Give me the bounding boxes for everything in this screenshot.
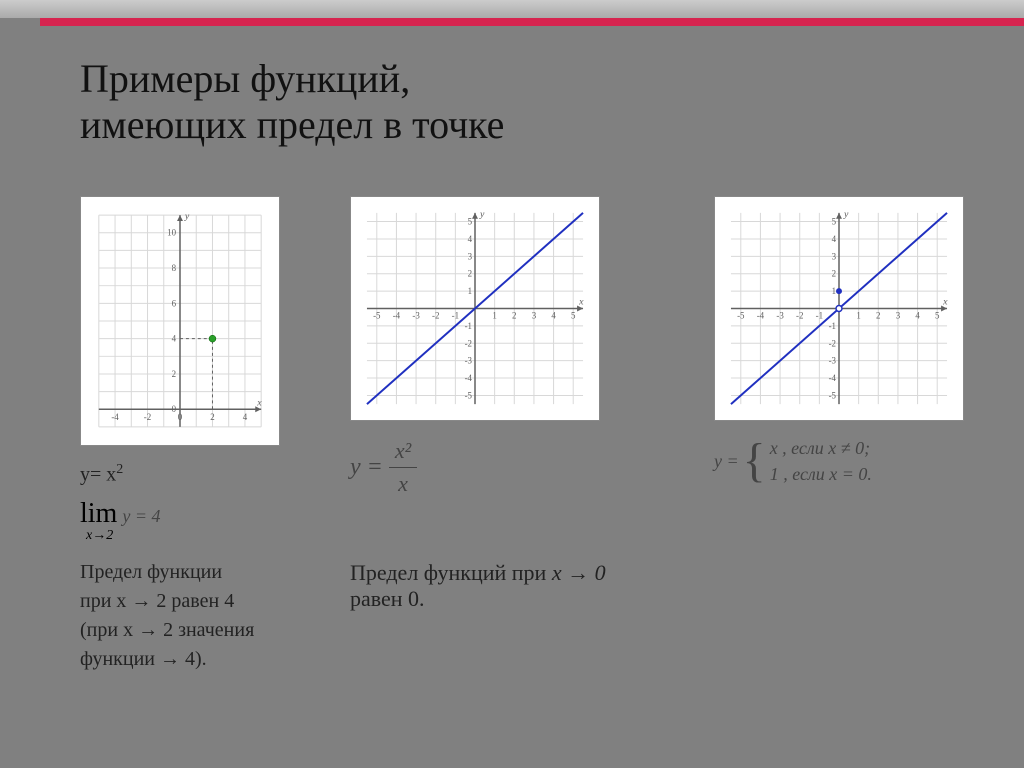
svg-text:3: 3 [532, 310, 537, 320]
svg-text:y: y [843, 209, 849, 220]
svg-text:-1: -1 [829, 321, 836, 331]
accent-bar [40, 18, 1024, 26]
svg-text:-5: -5 [373, 310, 381, 320]
svg-text:3: 3 [896, 310, 901, 320]
svg-text:-2: -2 [829, 338, 836, 348]
svg-text:-4: -4 [111, 412, 119, 422]
svg-text:5: 5 [468, 217, 473, 227]
title-line1: Примеры функций, [80, 56, 410, 101]
svg-text:-2: -2 [144, 412, 151, 422]
svg-text:-1: -1 [452, 310, 459, 320]
graph-line-2: -5-5-4-4-3-3-2-2-1-11122334455xy [714, 196, 964, 421]
svg-text:-2: -2 [465, 338, 472, 348]
fx-label-1: y= x2 [80, 460, 123, 490]
svg-text:4: 4 [243, 412, 248, 422]
svg-text:1: 1 [492, 310, 496, 320]
svg-text:4: 4 [172, 334, 177, 344]
svg-text:-2: -2 [432, 310, 439, 320]
svg-text:-4: -4 [465, 373, 473, 383]
graph-parabola: -4 -2 0 2 4 0 2 4 6 8 10 x y [80, 196, 280, 446]
svg-text:2: 2 [468, 269, 472, 279]
svg-text:4: 4 [468, 234, 473, 244]
svg-text:4: 4 [551, 310, 556, 320]
fraction: x² x [389, 435, 417, 500]
svg-text:-3: -3 [829, 356, 837, 366]
svg-text:-1: -1 [816, 310, 823, 320]
brace-icon: { [743, 441, 766, 481]
fx-label-3: y = { x , если x ≠ 0; 1 , если x = 0. [714, 435, 872, 487]
svg-text:-4: -4 [829, 373, 837, 383]
page-title: Примеры функций, имеющих предел в точке [80, 56, 964, 148]
svg-text:4: 4 [915, 310, 920, 320]
svg-text:-3: -3 [776, 310, 784, 320]
col-3: -5-5-4-4-3-3-2-2-1-11122334455xy y = { x… [714, 196, 964, 487]
svg-text:-5: -5 [737, 310, 745, 320]
svg-text:2: 2 [210, 412, 214, 422]
window-topbar [0, 0, 1024, 18]
svg-text:2: 2 [876, 310, 880, 320]
svg-text:-3: -3 [412, 310, 420, 320]
svg-text:-4: -4 [757, 310, 765, 320]
svg-text:1: 1 [832, 286, 836, 296]
svg-text:y: y [184, 211, 190, 222]
svg-text:1: 1 [856, 310, 860, 320]
svg-text:6: 6 [172, 298, 177, 308]
svg-text:5: 5 [571, 310, 576, 320]
svg-text:-3: -3 [465, 356, 473, 366]
slide: Примеры функций, имеющих предел в точке … [0, 26, 1024, 694]
col-2: -5-5-4-4-3-3-2-2-1-11122334455xy y = x² … [350, 196, 644, 612]
svg-text:y: y [479, 209, 485, 220]
svg-text:3: 3 [832, 251, 837, 261]
svg-text:x: x [256, 397, 262, 408]
svg-text:1: 1 [468, 286, 472, 296]
limit-expression: lim y = 4 x→2 [80, 498, 160, 544]
svg-text:-1: -1 [465, 321, 472, 331]
title-line2: имеющих предел в точке [80, 102, 504, 147]
svg-text:x: x [578, 297, 584, 308]
piecewise-rows: x , если x ≠ 0; 1 , если x = 0. [770, 435, 872, 487]
fx-label-2: y = x² x [350, 435, 417, 500]
svg-text:10: 10 [167, 228, 176, 238]
svg-text:2: 2 [512, 310, 516, 320]
svg-text:x: x [942, 297, 948, 308]
graph-line-1: -5-5-4-4-3-3-2-2-1-11122334455xy [350, 196, 600, 421]
svg-text:-5: -5 [465, 390, 473, 400]
svg-text:-5: -5 [829, 390, 837, 400]
svg-text:8: 8 [172, 263, 177, 273]
svg-text:2: 2 [172, 369, 176, 379]
svg-text:3: 3 [468, 251, 473, 261]
bottom-note: Предел функций при x → 0 равен 0. [350, 560, 644, 612]
svg-text:0: 0 [172, 404, 177, 414]
content-row: -4 -2 0 2 4 0 2 4 6 8 10 x y y= x2 lim y = 4 x→2 Пре… [80, 196, 964, 674]
svg-text:0: 0 [178, 412, 183, 422]
svg-text:2: 2 [832, 269, 836, 279]
svg-text:4: 4 [832, 234, 837, 244]
col1-note: Предел функции при x → 2 равен 4 (при x … [80, 558, 254, 674]
svg-text:-2: -2 [796, 310, 803, 320]
col-1: -4 -2 0 2 4 0 2 4 6 8 10 x y y= x2 lim y = 4 x→2 Пре… [80, 196, 280, 674]
svg-text:5: 5 [935, 310, 940, 320]
svg-text:5: 5 [832, 217, 837, 227]
svg-text:-4: -4 [393, 310, 401, 320]
